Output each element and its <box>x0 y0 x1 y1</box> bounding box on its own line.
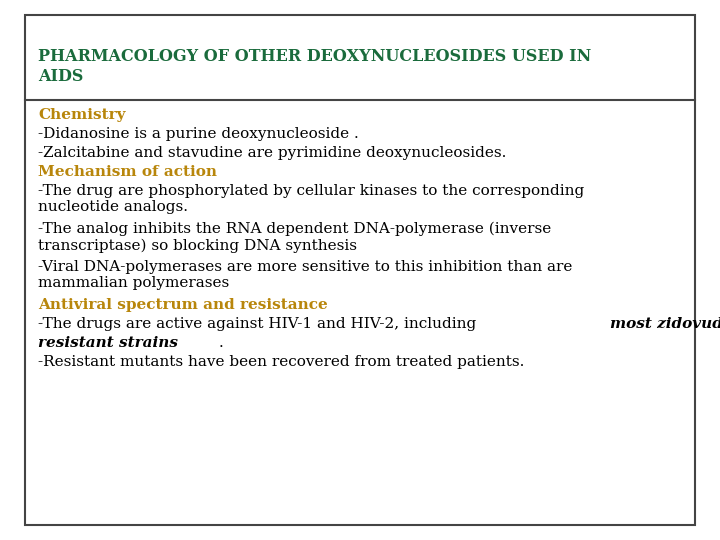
Text: -The drug are phosphorylated by cellular kinases to the corresponding
nucleotide: -The drug are phosphorylated by cellular… <box>38 184 584 214</box>
Text: -Zalcitabine and stavudine are pyrimidine deoxynucleosides.: -Zalcitabine and stavudine are pyrimidin… <box>38 146 506 160</box>
Text: Mechanism of action: Mechanism of action <box>38 165 217 179</box>
Text: PHARMACOLOGY OF OTHER DEOXYNUCLEOSIDES USED IN: PHARMACOLOGY OF OTHER DEOXYNUCLEOSIDES U… <box>38 48 591 65</box>
Text: .: . <box>219 336 223 350</box>
Text: AIDS: AIDS <box>38 68 84 85</box>
Text: Chemistry: Chemistry <box>38 108 125 122</box>
Text: -The analog inhibits the RNA dependent DNA-polymerase (inverse
transcriptase) so: -The analog inhibits the RNA dependent D… <box>38 222 552 253</box>
Text: most zidovudine: most zidovudine <box>610 317 720 331</box>
Text: -The drugs are active against HIV-1 and HIV-2, including: -The drugs are active against HIV-1 and … <box>38 317 481 331</box>
Text: Antiviral spectrum and resistance: Antiviral spectrum and resistance <box>38 298 328 312</box>
Text: -Viral DNA-polymerases are more sensitive to this inhibition than are
mammalian : -Viral DNA-polymerases are more sensitiv… <box>38 260 572 290</box>
Text: -Didanosine is a purine deoxynucleoside .: -Didanosine is a purine deoxynucleoside … <box>38 127 359 141</box>
Text: resistant strains: resistant strains <box>38 336 178 350</box>
Text: -Resistant mutants have been recovered from treated patients.: -Resistant mutants have been recovered f… <box>38 355 524 369</box>
